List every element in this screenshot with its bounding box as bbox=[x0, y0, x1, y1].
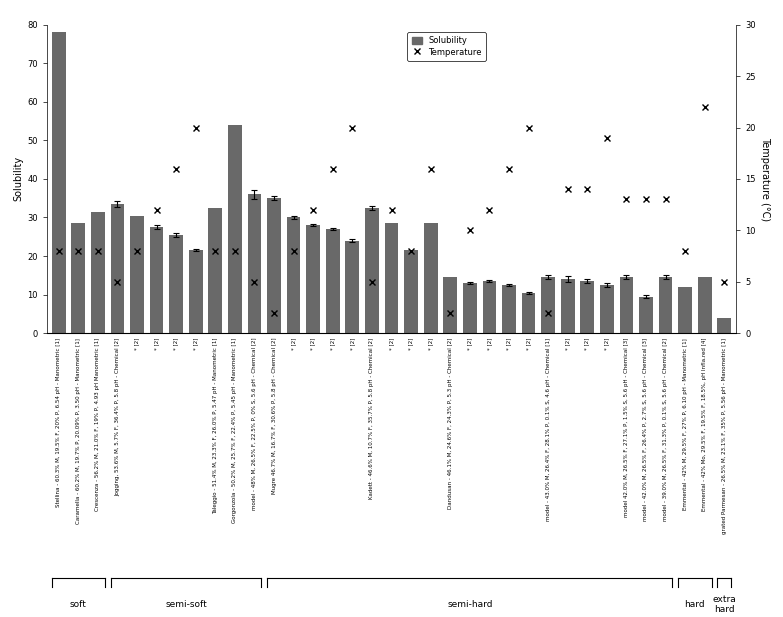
Text: soft: soft bbox=[70, 600, 87, 609]
Bar bbox=[365, 208, 379, 333]
Text: Kadett - 46.6% M, 10.7% F, 35.7% P, 5.8 pH - Chemical [2]: Kadett - 46.6% M, 10.7% F, 35.7% P, 5.8 … bbox=[370, 338, 374, 499]
Bar bbox=[659, 277, 673, 333]
Text: Stellina - 60.3% M, 19.5% F, 20% P, 6.54 pH - Manometric [1]: Stellina - 60.3% M, 19.5% F, 20% P, 6.54… bbox=[56, 338, 61, 507]
Y-axis label: Solubility: Solubility bbox=[13, 156, 23, 202]
Text: * [2]: * [2] bbox=[174, 338, 179, 350]
Text: semi-hard: semi-hard bbox=[447, 600, 493, 609]
Text: * [2]: * [2] bbox=[467, 338, 472, 350]
Text: Emmental - 42% Mo, 29.5% F, 19.5% F, 18.5%, pH Infla.red [4]: Emmental - 42% Mo, 29.5% F, 19.5% F, 18.… bbox=[702, 338, 707, 511]
Bar bbox=[189, 251, 203, 333]
Bar bbox=[150, 227, 164, 333]
Text: * [2]: * [2] bbox=[193, 338, 198, 350]
Text: Mugre 46.7% M, 16.7% F, 30.6% P, 5.8 pH - Chemical [2]: Mugre 46.7% M, 16.7% F, 30.6% P, 5.8 pH … bbox=[272, 338, 276, 494]
Text: Emmental - 42% M, 29.5% F, 27% P, 6.10 pH - Manometric [1]: Emmental - 42% M, 29.5% F, 27% P, 6.10 p… bbox=[683, 338, 687, 510]
Text: * [2]: * [2] bbox=[291, 338, 296, 350]
Bar bbox=[247, 194, 262, 333]
Legend: Solubility, Temperature: Solubility, Temperature bbox=[407, 32, 486, 60]
Text: * [2]: * [2] bbox=[487, 338, 492, 350]
Bar bbox=[541, 277, 555, 333]
Text: Dandusan - 46.1% M, 24.6% F, 24.3% P, 5.3 pH - Chemical [2]: Dandusan - 46.1% M, 24.6% F, 24.3% P, 5.… bbox=[448, 338, 453, 509]
Bar bbox=[326, 229, 340, 333]
Text: model - 39.0% M, 26.5% F, 31.3% P, 0.1% S, 5.6 pH - Chemical [2]: model - 39.0% M, 26.5% F, 31.3% P, 0.1% … bbox=[663, 338, 668, 521]
Bar bbox=[52, 33, 66, 333]
Bar bbox=[110, 204, 124, 333]
Text: * [2]: * [2] bbox=[428, 338, 433, 350]
Text: grated Parmesan - 26.5% M, 23.1% F, 35% P, 5.56 pH - Manometric [1]: grated Parmesan - 26.5% M, 23.1% F, 35% … bbox=[722, 338, 727, 534]
Text: * [2]: * [2] bbox=[389, 338, 394, 350]
Text: * [2]: * [2] bbox=[507, 338, 511, 350]
Bar bbox=[639, 297, 653, 333]
Text: * [2]: * [2] bbox=[526, 338, 531, 350]
Y-axis label: Temperature (°C): Temperature (°C) bbox=[760, 137, 770, 221]
Text: model - 43.0% M, 26.4% F, 28.1% P, 0.1% S, 4.6 pH - Chemical [1]: model - 43.0% M, 26.4% F, 28.1% P, 0.1% … bbox=[546, 338, 550, 521]
Text: * [2]: * [2] bbox=[154, 338, 159, 350]
Bar bbox=[424, 223, 438, 333]
Bar bbox=[130, 215, 144, 333]
Text: * [2]: * [2] bbox=[135, 338, 139, 350]
Bar bbox=[208, 208, 222, 333]
Text: * [2]: * [2] bbox=[350, 338, 355, 350]
Bar bbox=[384, 223, 399, 333]
Bar bbox=[345, 241, 359, 333]
Text: * [2]: * [2] bbox=[409, 338, 413, 350]
Bar bbox=[287, 218, 301, 333]
Bar bbox=[404, 251, 418, 333]
Bar bbox=[619, 277, 633, 333]
Text: * [2]: * [2] bbox=[311, 338, 316, 350]
Text: * [2]: * [2] bbox=[585, 338, 590, 350]
Text: model - 42.0% M, 26.5% F, 26.4% P, 2.7% S, 5.6 pH - Chemical [3]: model - 42.0% M, 26.5% F, 26.4% P, 2.7% … bbox=[644, 338, 648, 521]
Text: model - 48% M, 26.5% F, 22.5% P, 0% S, 5.6 pH - Chemical [2]: model - 48% M, 26.5% F, 22.5% P, 0% S, 5… bbox=[252, 338, 257, 510]
Bar bbox=[502, 285, 516, 333]
Text: * [2]: * [2] bbox=[604, 338, 609, 350]
Bar bbox=[228, 125, 242, 333]
Text: hard: hard bbox=[684, 600, 705, 609]
Text: Taleggio - 51.4% M, 23.3% F, 26.0% P, 5.47 pH - Manometric [1]: Taleggio - 51.4% M, 23.3% F, 26.0% P, 5.… bbox=[213, 338, 218, 515]
Bar bbox=[482, 281, 496, 333]
Bar bbox=[267, 198, 281, 333]
Bar bbox=[521, 292, 536, 333]
Text: extra
hard: extra hard bbox=[713, 595, 736, 614]
Bar bbox=[678, 287, 692, 333]
Bar bbox=[443, 277, 457, 333]
Bar bbox=[698, 277, 712, 333]
Bar bbox=[463, 283, 477, 333]
Text: * [2]: * [2] bbox=[330, 338, 335, 350]
Bar bbox=[561, 279, 575, 333]
Bar bbox=[600, 285, 614, 333]
Bar bbox=[717, 318, 731, 333]
Bar bbox=[306, 225, 320, 333]
Text: * [2]: * [2] bbox=[565, 338, 570, 350]
Bar bbox=[580, 281, 594, 333]
Bar bbox=[71, 223, 85, 333]
Bar bbox=[169, 235, 183, 333]
Text: semi-soft: semi-soft bbox=[165, 600, 207, 609]
Text: Jogging, 53.6% M, 5.7% F, 36.4% P, 5.8 pH - Chemical [2]: Jogging, 53.6% M, 5.7% F, 36.4% P, 5.8 p… bbox=[115, 338, 120, 496]
Text: model 42.0% M, 26.5% F, 27.1% P, 1.5% S, 5.6 pH - Chemical [3]: model 42.0% M, 26.5% F, 27.1% P, 1.5% S,… bbox=[624, 338, 629, 517]
Text: Gorgonzola - 50.2% M, 25.7% F, 22.4% P, 5.45 pH - Manometric [1]: Gorgonzola - 50.2% M, 25.7% F, 22.4% P, … bbox=[233, 338, 237, 523]
Text: Crescenza - 56.2% M, 21.0% F, 19% P, 4.93 pH Manometric [1]: Crescenza - 56.2% M, 21.0% F, 19% P, 4.9… bbox=[96, 338, 100, 511]
Text: Caramella - 60.2% M, 19.7% P, 20.09% P, 3.50 pH - Manometric [1]: Caramella - 60.2% M, 19.7% P, 20.09% P, … bbox=[76, 338, 81, 524]
Bar bbox=[91, 212, 105, 333]
